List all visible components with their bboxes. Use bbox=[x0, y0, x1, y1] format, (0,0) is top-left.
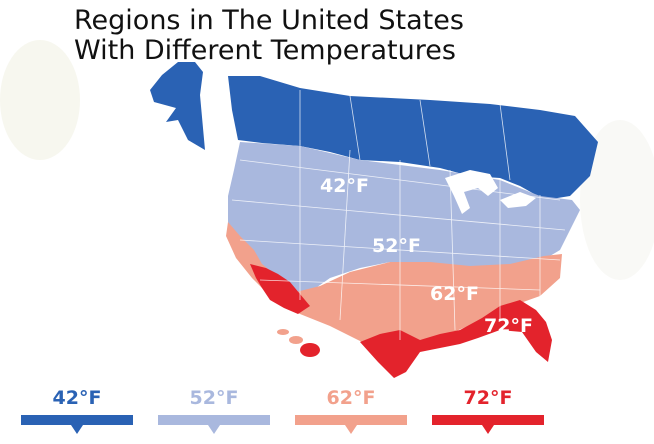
background-blob bbox=[580, 120, 654, 280]
map-label-72: 72°F bbox=[484, 315, 533, 337]
map-label-52: 52°F bbox=[372, 235, 421, 257]
great-lakes bbox=[445, 170, 498, 214]
legend-label-72: 72°F bbox=[463, 387, 513, 409]
map-title-line-1: Regions in The United States bbox=[74, 5, 464, 36]
boundary-lines bbox=[231, 90, 566, 340]
zone-72-gulf-coast bbox=[360, 300, 552, 378]
zone-72-southwest bbox=[250, 264, 310, 314]
background-blob bbox=[0, 40, 80, 160]
map-label-42: 42°F bbox=[320, 175, 369, 197]
legend-label-52: 52°F bbox=[189, 387, 239, 409]
legend-item-42: 42°F bbox=[21, 387, 133, 437]
canada-region bbox=[228, 76, 598, 200]
map-title: Regions in The United States With Differ… bbox=[74, 6, 634, 66]
hawaii-island bbox=[289, 336, 303, 344]
map-title-line-2: With Different Temperatures bbox=[74, 35, 456, 66]
legend-item-62: 62°F bbox=[295, 387, 407, 437]
map-label-62: 62°F bbox=[430, 283, 479, 305]
legend-label-62: 62°F bbox=[326, 387, 376, 409]
legend-swatch-62 bbox=[295, 415, 407, 434]
alaska-region bbox=[150, 62, 205, 150]
legend-swatch-52 bbox=[158, 415, 270, 434]
legend-swatch-42 bbox=[21, 415, 133, 434]
legend-swatch-72 bbox=[432, 415, 544, 434]
legend-label-42: 42°F bbox=[52, 387, 102, 409]
legend-item-52: 52°F bbox=[158, 387, 270, 437]
hawaii-island bbox=[277, 329, 289, 335]
hawaii-island bbox=[300, 343, 320, 357]
legend-item-72: 72°F bbox=[432, 387, 544, 437]
zone-62-region bbox=[226, 222, 562, 346]
